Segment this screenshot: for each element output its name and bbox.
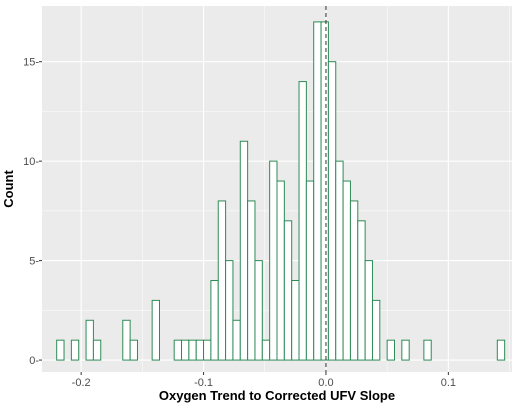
histogram-bar <box>261 339 271 361</box>
histogram-bar <box>151 299 160 361</box>
histogram-bar <box>70 339 80 361</box>
histogram-bars <box>56 21 506 361</box>
histogram-bar <box>276 180 285 361</box>
histogram-bar <box>225 260 234 361</box>
y-axis-ticks: 0- 5- 10- 15- <box>23 57 42 367</box>
y-tick-label: 5- <box>29 256 39 268</box>
histogram-bar <box>423 339 432 361</box>
x-axis-ticks: -0.2 -0.1 0.0 0.1 <box>72 372 456 389</box>
histogram-bar <box>217 200 227 361</box>
histogram-bar <box>254 260 263 361</box>
histogram-bar <box>269 160 278 361</box>
histogram-bar <box>181 339 190 361</box>
y-tick-label: 0- <box>29 355 39 367</box>
histogram-bar <box>239 140 249 361</box>
y-tick-label: 15- <box>23 57 39 69</box>
histogram-bar <box>313 21 322 361</box>
histogram-bar <box>305 180 315 361</box>
histogram-bar <box>188 339 197 361</box>
histogram-bar <box>85 319 94 361</box>
histogram-bar <box>195 339 205 361</box>
histogram-bar <box>56 339 65 361</box>
histogram-bar <box>357 220 366 361</box>
x-tick-label: -0.2 <box>72 377 91 389</box>
x-tick-label: -0.1 <box>194 377 213 389</box>
x-axis-title: Oxygen Trend to Corrected UFV Slope <box>159 388 395 403</box>
histogram-bar <box>401 339 410 361</box>
histogram-bar <box>122 319 131 361</box>
histogram-bar <box>232 319 241 361</box>
y-tick-label: 10- <box>23 156 39 168</box>
histogram-bar <box>298 81 307 361</box>
histogram-bar <box>320 21 329 361</box>
histogram-bar <box>92 339 102 361</box>
histogram-bar <box>364 260 373 361</box>
histogram-bar <box>371 299 381 361</box>
histogram-bar <box>203 339 212 361</box>
y-axis-title: Count <box>1 170 16 208</box>
histogram-bar <box>496 339 506 361</box>
histogram-bar <box>349 200 359 361</box>
histogram-bar <box>173 339 183 361</box>
histogram-bar <box>210 280 219 361</box>
x-tick-label: 0.1 <box>441 377 456 389</box>
histogram-bar <box>129 339 138 361</box>
histogram-bar <box>335 160 344 361</box>
histogram-bar <box>283 220 293 361</box>
histogram-bar <box>386 339 395 361</box>
histogram-bar <box>291 280 300 361</box>
histogram-bar <box>342 180 351 361</box>
histogram-bar <box>327 61 337 361</box>
x-tick-label: 0.0 <box>318 377 333 389</box>
histogram-bar <box>247 200 256 361</box>
